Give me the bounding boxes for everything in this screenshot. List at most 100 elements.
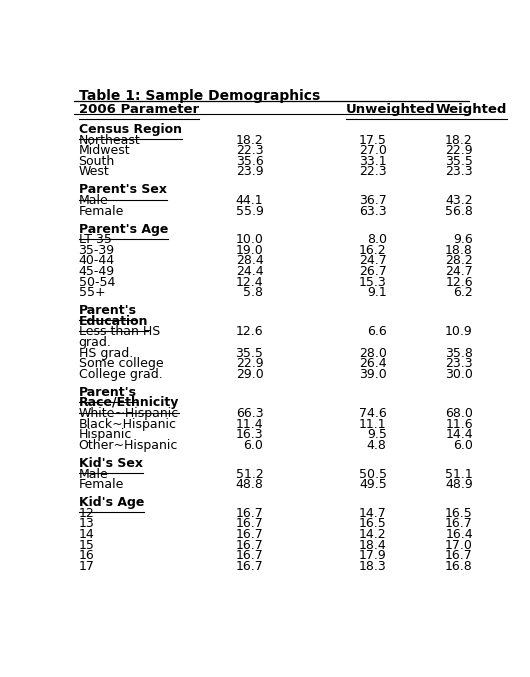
Text: 16.5: 16.5 xyxy=(359,517,387,530)
Text: 16.5: 16.5 xyxy=(445,506,473,520)
Text: 51.2: 51.2 xyxy=(236,468,263,481)
Text: 24.4: 24.4 xyxy=(236,265,263,278)
Text: 22.3: 22.3 xyxy=(359,165,387,178)
Text: 18.2: 18.2 xyxy=(236,133,263,147)
Text: Northeast: Northeast xyxy=(78,133,140,147)
Text: Midwest: Midwest xyxy=(78,144,130,157)
Text: 16.7: 16.7 xyxy=(236,506,263,520)
Text: College grad.: College grad. xyxy=(78,368,162,381)
Text: 16.3: 16.3 xyxy=(236,429,263,441)
Text: 49.5: 49.5 xyxy=(359,478,387,491)
Text: Hispanic: Hispanic xyxy=(78,429,132,441)
Text: 14.7: 14.7 xyxy=(359,506,387,520)
Text: 4.8: 4.8 xyxy=(367,439,387,452)
Text: 30.0: 30.0 xyxy=(445,368,473,381)
Text: 9.5: 9.5 xyxy=(367,429,387,441)
Text: 48.9: 48.9 xyxy=(445,478,473,491)
Text: 16.7: 16.7 xyxy=(236,560,263,573)
Text: Black~Hispanic: Black~Hispanic xyxy=(78,418,176,431)
Text: Unweighted: Unweighted xyxy=(346,103,435,116)
Text: 27.0: 27.0 xyxy=(359,144,387,157)
Text: 28.2: 28.2 xyxy=(445,255,473,267)
Text: 6.2: 6.2 xyxy=(453,286,473,299)
Text: 55+: 55+ xyxy=(78,286,105,299)
Text: 11.4: 11.4 xyxy=(236,418,263,431)
Text: 63.3: 63.3 xyxy=(359,204,387,217)
Text: 55.9: 55.9 xyxy=(235,204,263,217)
Text: grad.: grad. xyxy=(78,336,111,349)
Text: 14.4: 14.4 xyxy=(445,429,473,441)
Text: Parent's Sex: Parent's Sex xyxy=(78,183,166,196)
Text: 16.2: 16.2 xyxy=(359,244,387,257)
Text: 16.7: 16.7 xyxy=(236,538,263,552)
Text: Parent's: Parent's xyxy=(78,386,137,399)
Text: 23.9: 23.9 xyxy=(236,165,263,178)
Text: 35.5: 35.5 xyxy=(235,347,263,359)
Text: Kid's Age: Kid's Age xyxy=(78,496,144,509)
Text: 18.2: 18.2 xyxy=(445,133,473,147)
Text: 24.7: 24.7 xyxy=(445,265,473,278)
Text: 44.1: 44.1 xyxy=(236,194,263,207)
Text: 12.4: 12.4 xyxy=(236,276,263,288)
Text: 12.6: 12.6 xyxy=(445,276,473,288)
Text: 36.7: 36.7 xyxy=(359,194,387,207)
Text: 19.0: 19.0 xyxy=(236,244,263,257)
Text: 35.6: 35.6 xyxy=(236,155,263,168)
Text: 22.3: 22.3 xyxy=(236,144,263,157)
Text: 16.7: 16.7 xyxy=(236,517,263,530)
Text: 68.0: 68.0 xyxy=(445,407,473,420)
Text: Less than HS: Less than HS xyxy=(78,326,160,338)
Text: Education: Education xyxy=(78,315,148,328)
Text: 43.2: 43.2 xyxy=(445,194,473,207)
Text: Female: Female xyxy=(78,204,124,217)
Text: 13: 13 xyxy=(78,517,94,530)
Text: 29.0: 29.0 xyxy=(236,368,263,381)
Text: 11.1: 11.1 xyxy=(359,418,387,431)
Text: 6.0: 6.0 xyxy=(243,439,263,452)
Text: 18.8: 18.8 xyxy=(445,244,473,257)
Text: White~Hispanic: White~Hispanic xyxy=(78,407,179,420)
Text: 16.7: 16.7 xyxy=(236,549,263,562)
Text: 16.4: 16.4 xyxy=(445,528,473,541)
Text: 40-44: 40-44 xyxy=(78,255,114,267)
Text: 2006 Parameter: 2006 Parameter xyxy=(78,103,199,116)
Text: 23.3: 23.3 xyxy=(445,357,473,370)
Text: 6.6: 6.6 xyxy=(367,326,387,338)
Text: Male: Male xyxy=(78,194,108,207)
Text: 9.1: 9.1 xyxy=(367,286,387,299)
Text: 16.7: 16.7 xyxy=(445,549,473,562)
Text: 16: 16 xyxy=(78,549,94,562)
Text: 14: 14 xyxy=(78,528,94,541)
Text: 50.5: 50.5 xyxy=(359,468,387,481)
Text: 18.3: 18.3 xyxy=(359,560,387,573)
Text: 17.9: 17.9 xyxy=(359,549,387,562)
Text: 23.3: 23.3 xyxy=(445,165,473,178)
Text: Table 1: Sample Demographics: Table 1: Sample Demographics xyxy=(78,89,320,103)
Text: 50-54: 50-54 xyxy=(78,276,115,288)
Text: 28.4: 28.4 xyxy=(236,255,263,267)
Text: 17.5: 17.5 xyxy=(359,133,387,147)
Text: 10.0: 10.0 xyxy=(235,234,263,246)
Text: 14.2: 14.2 xyxy=(359,528,387,541)
Text: 74.6: 74.6 xyxy=(359,407,387,420)
Text: Other~Hispanic: Other~Hispanic xyxy=(78,439,178,452)
Text: 26.4: 26.4 xyxy=(359,357,387,370)
Text: 48.8: 48.8 xyxy=(235,478,263,491)
Text: 6.0: 6.0 xyxy=(453,439,473,452)
Text: 16.7: 16.7 xyxy=(236,528,263,541)
Text: 56.8: 56.8 xyxy=(445,204,473,217)
Text: Race/Ethnicity: Race/Ethnicity xyxy=(78,397,179,410)
Text: Weighted: Weighted xyxy=(436,103,507,116)
Text: 17: 17 xyxy=(78,560,94,573)
Text: 24.7: 24.7 xyxy=(359,255,387,267)
Text: 22.9: 22.9 xyxy=(236,357,263,370)
Text: Kid's Sex: Kid's Sex xyxy=(78,457,143,470)
Text: Parent's: Parent's xyxy=(78,304,137,318)
Text: Female: Female xyxy=(78,478,124,491)
Text: 8.0: 8.0 xyxy=(367,234,387,246)
Text: Male: Male xyxy=(78,468,108,481)
Text: 16.8: 16.8 xyxy=(445,560,473,573)
Text: 66.3: 66.3 xyxy=(236,407,263,420)
Text: 17.0: 17.0 xyxy=(445,538,473,552)
Text: Parent's Age: Parent's Age xyxy=(78,223,168,236)
